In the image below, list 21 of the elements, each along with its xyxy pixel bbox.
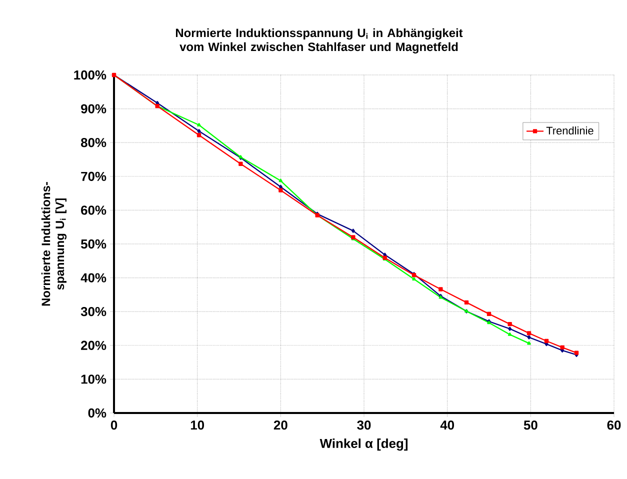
x-axis-title: Winkel α [deg] <box>320 438 408 451</box>
x-tick-label: 10 <box>190 420 204 430</box>
x-tick-label: 20 <box>274 420 288 430</box>
y-tick-label: 40% <box>80 273 106 282</box>
x-tick-label: 30 <box>357 420 371 430</box>
y-tick-label: 80% <box>80 138 106 148</box>
y-tick-label: 70% <box>81 172 106 181</box>
y-tick-label: 100% <box>74 70 106 80</box>
y-tick-label: 10% <box>81 374 106 384</box>
y-tick-label: 20% <box>81 340 106 350</box>
y-tick-label: 30% <box>80 306 106 316</box>
x-tick-label: 40 <box>440 420 454 430</box>
y-tick-label: 0% <box>88 408 106 418</box>
x-tick-label: 50 <box>524 420 538 430</box>
y-tick-label: 90% <box>81 104 106 114</box>
chart-title: Normierte Induktionsspannung U$_{i}$ in Abhängigkeit vom Winkel zwischen Stahlfaser und Magnetfeld <box>176 28 463 54</box>
x-tick-label: 60 <box>607 420 621 430</box>
y-tick-label: 50% <box>80 239 106 249</box>
x-tick-label: 0 <box>110 420 118 430</box>
y-tick-label: 60% <box>81 206 106 215</box>
legend-label: Trendlinie <box>546 126 594 135</box>
